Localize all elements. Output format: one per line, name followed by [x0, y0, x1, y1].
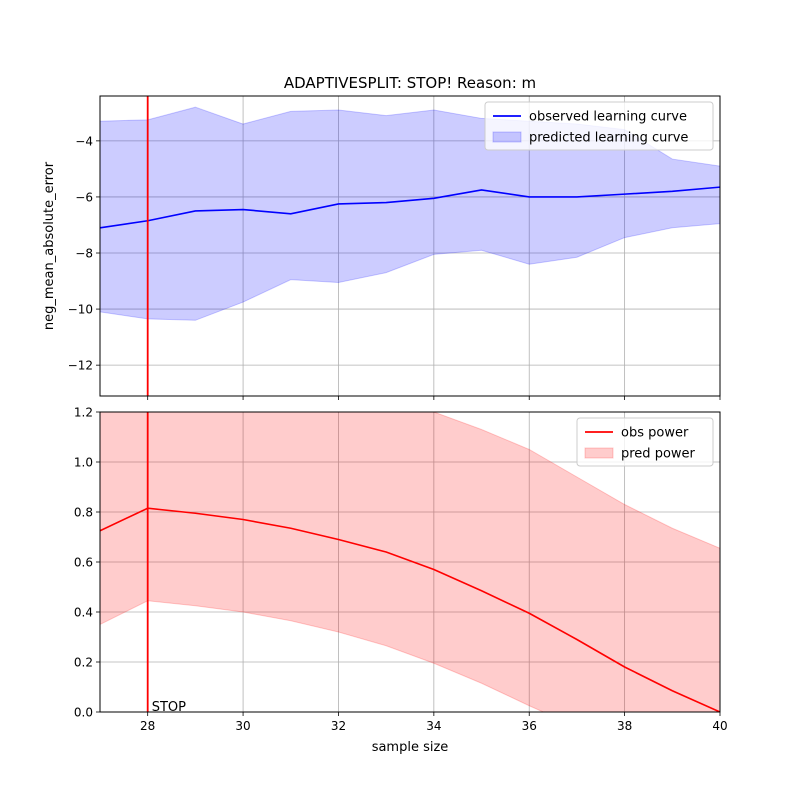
top-series-line-0	[100, 186, 720, 229]
y-tick-label: 0.6	[74, 556, 93, 570]
x-tick-label: 28	[140, 719, 155, 733]
bottom-legend: obs power pred power	[576, 417, 714, 467]
bottom-series-line-0	[100, 507, 720, 712]
legend-label: predicted learning curve	[529, 131, 688, 146]
bottom-yticks: 0.0 0.2 0.4 0.6 0.8 1.0 1.2	[74, 406, 100, 720]
legend-swatch-band	[492, 131, 522, 143]
x-tick-label: 32	[331, 719, 346, 733]
bottom-panel: 28 30 32 34 36 38 40 0.0 0.2 0.4 0.6 0.8 1.0 1.2 obs…	[74, 406, 728, 734]
x-tick-label: 36	[522, 719, 537, 733]
top-legend: observed learning curve predicted learnin…	[484, 101, 714, 151]
y-tick-label: 0.8	[74, 506, 93, 520]
bottom-series-band-1	[100, 412, 720, 712]
legend-label: observed learning curve	[529, 110, 687, 125]
y-tick-label: 1.2	[74, 406, 93, 420]
top-axes-frame	[99, 95, 721, 397]
chart-title: ADAPTIVESPLIT: STOP! Reason: m	[284, 74, 536, 92]
x-axis-label: sample size	[372, 740, 449, 755]
y-tick-label: −10	[68, 303, 93, 317]
legend-swatch-band	[584, 447, 614, 459]
bottom-band-layer	[100, 412, 720, 712]
legend-box	[576, 417, 714, 467]
top-yticks: −12 −10 −8 −6 −4	[68, 134, 100, 373]
top-series-band-1	[100, 106, 720, 321]
x-tick-label: 38	[617, 719, 632, 733]
y-tick-label: 0.2	[74, 656, 93, 670]
y-tick-label: −12	[68, 359, 93, 373]
top-ylabel: neg_mean_absolute_error	[42, 161, 57, 330]
y-tick-label: −4	[75, 134, 93, 148]
y-tick-label: −6	[75, 190, 93, 204]
legend-box	[484, 101, 714, 151]
legend-label: obs power	[621, 426, 689, 441]
y-tick-label: 0.4	[74, 606, 93, 620]
top-xticks	[147, 396, 721, 400]
bottom-xticks: 28 30 32 34 36 38 40	[140, 712, 728, 733]
y-tick-label: 1.0	[74, 456, 93, 470]
y-tick-label: 0.0	[74, 706, 93, 720]
x-tick-label: 30	[235, 719, 250, 733]
top-band-layer	[100, 106, 720, 321]
top-panel: −12 −10 −8 −6 −4 neg_mean_absolute_error obs…	[42, 95, 721, 400]
stop-label: STOP	[152, 700, 186, 715]
y-tick-label: −8	[75, 247, 93, 261]
legend-label: pred power	[621, 447, 696, 462]
x-tick-label: 34	[426, 719, 441, 733]
x-tick-label: 40	[712, 719, 727, 733]
